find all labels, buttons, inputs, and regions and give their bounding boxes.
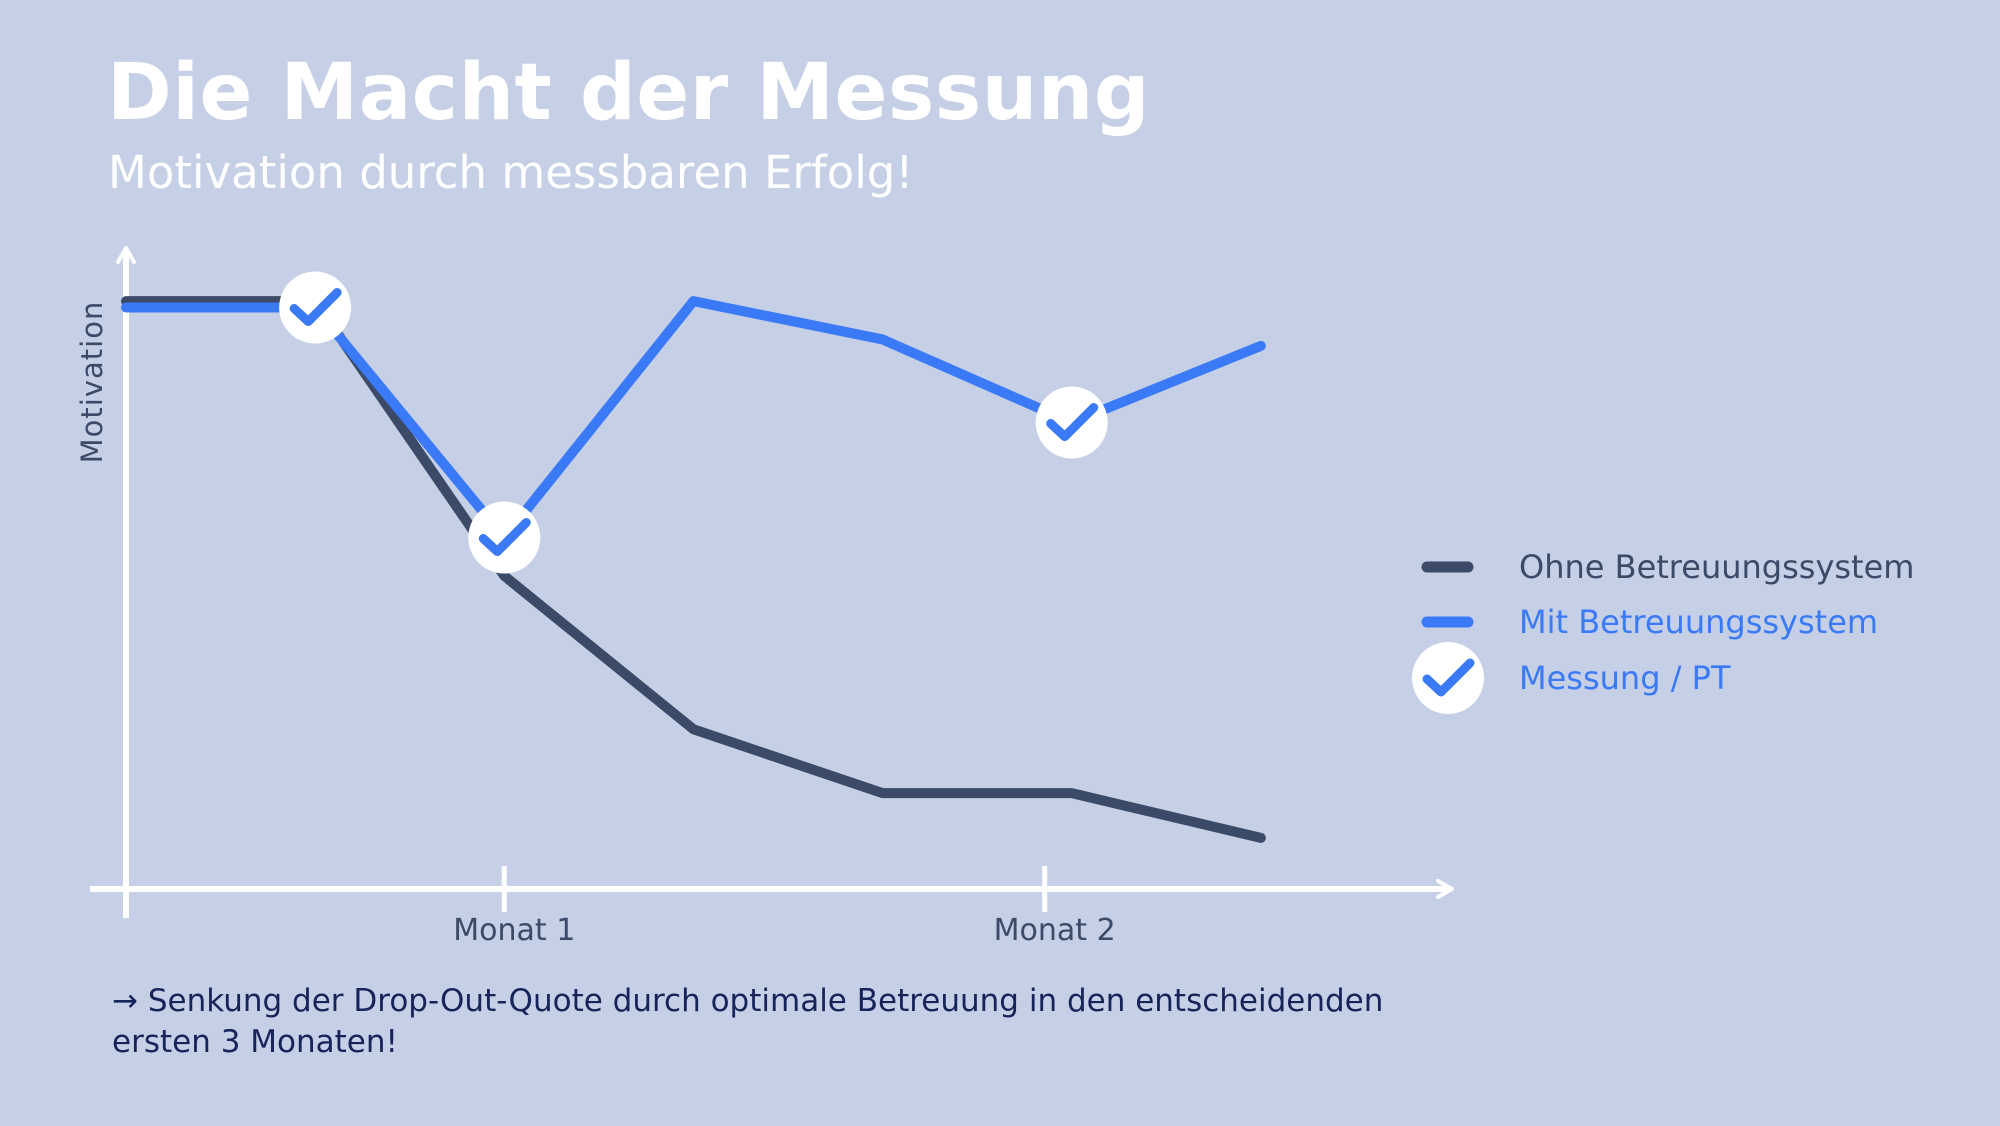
legend-label: Mit Betreuungssystem	[1519, 603, 1878, 641]
legend-check-circle-icon	[1412, 642, 1484, 714]
check-circle-icon	[1035, 386, 1108, 459]
page-title: Die Macht der Messung	[107, 48, 1151, 138]
x-tick-label: Monat 1	[453, 913, 575, 948]
y-axis-label: Motivation	[75, 301, 109, 464]
caption-note: → Senkung der Drop-Out-Quote durch optim…	[112, 983, 1384, 1060]
check-circle-icon	[279, 271, 352, 344]
x-tick-label: Monat 2	[994, 913, 1116, 948]
series-line-ohne-betreuung	[121, 296, 1266, 843]
legend-label: Ohne Betreuungssystem	[1519, 548, 1914, 586]
check-circle-icon	[468, 501, 541, 574]
page-subtitle: Motivation durch messbaren Erfolg!	[108, 146, 914, 199]
legend-label: Messung / PT	[1519, 659, 1731, 697]
